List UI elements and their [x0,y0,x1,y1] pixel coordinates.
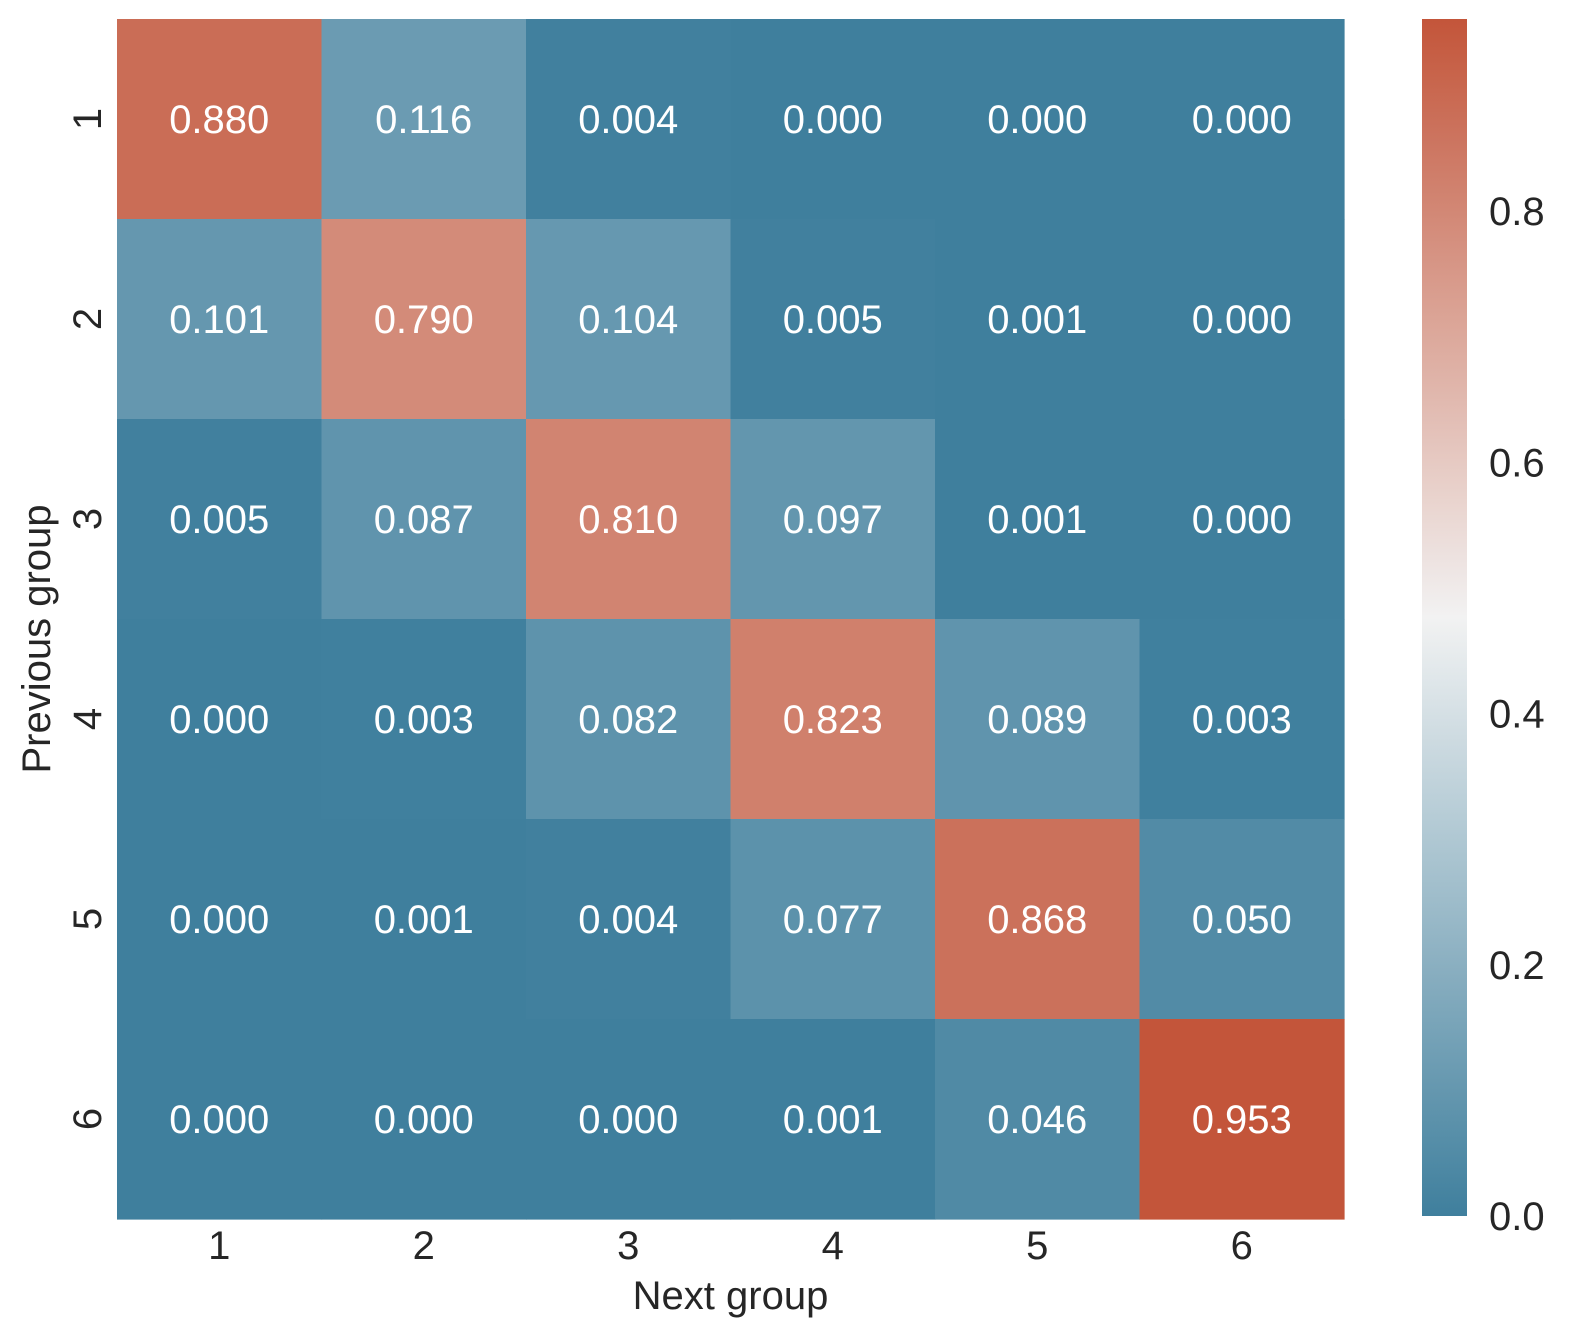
cell-value-label: 0.104 [578,298,678,342]
colorbar-tick-label: 0.8 [1489,190,1545,234]
cell-value-label: 0.000 [1192,498,1292,542]
cell-value-label: 0.004 [578,98,678,142]
x-tick-label: 4 [822,1224,844,1268]
heatmap-cell-r6-c4 [730,1019,936,1220]
y-tick-label: 5 [66,908,110,930]
heatmap-cell-r1-c1 [117,19,323,220]
cell-value-label: 0.000 [1192,98,1292,142]
x-axis-ticks: 1 2 3 4 5 6 [208,1224,1253,1268]
cell-value-label: 0.000 [987,98,1087,142]
cell-value-label: 0.000 [169,1098,269,1142]
heatmap-cell-r3-c3 [526,419,732,620]
cell-value-label: 0.953 [1192,1098,1292,1142]
cell-value-label: 0.810 [578,498,678,542]
cell-value-label: 0.001 [987,498,1087,542]
heatmap-cell-r2-c5 [935,219,1141,420]
heatmap-cell-r4-c2 [321,619,527,820]
heatmap-cell-r5-c6 [1139,819,1345,1020]
colorbar-tick-label: 0.4 [1489,693,1545,737]
heatmap-cell-r2-c1 [117,219,323,420]
heatmap-cell-r3-c2 [321,419,527,620]
heatmap-cell-r3-c6 [1139,419,1345,620]
x-tick-label: 6 [1231,1224,1253,1268]
heatmap-cell-r3-c1 [117,419,323,620]
cell-value-label: 0.050 [1192,898,1292,942]
heatmap-cell-r3-c4 [730,419,936,620]
heatmap-cell-r4-c3 [526,619,732,820]
cell-value-label: 0.001 [783,1098,883,1142]
heatmap-cell-r4-c6 [1139,619,1345,820]
y-tick-label: 2 [66,308,110,330]
heatmap-cell-r4-c1 [117,619,323,820]
heatmap-cell-r1-c2 [321,19,527,220]
cell-value-label: 0.790 [374,298,474,342]
x-tick-label: 3 [617,1224,639,1268]
cell-value-label: 0.004 [578,898,678,942]
cell-value-label: 0.001 [987,298,1087,342]
heatmap-cell-r1-c6 [1139,19,1345,220]
cell-value-label: 0.087 [374,498,474,542]
colorbar-ticks: 0.0 0.2 0.4 0.6 0.8 [1489,190,1545,1239]
heatmap-cell-r2-c4 [730,219,936,420]
heatmap-cell-r1-c4 [730,19,936,220]
y-tick-label: 6 [66,1108,110,1130]
heatmap-cell-r5-c5 [935,819,1141,1020]
heatmap-cell-r5-c1 [117,819,323,1020]
colorbar-tick-label: 0.6 [1489,441,1545,485]
x-tick-label: 5 [1026,1224,1048,1268]
cell-value-label: 0.000 [169,698,269,742]
cell-value-label: 0.097 [783,498,883,542]
heatmap-cell-r5-c2 [321,819,527,1020]
cell-value-label: 0.046 [987,1098,1087,1142]
cell-value-label: 0.082 [578,698,678,742]
cell-value-label: 0.868 [987,898,1087,942]
heatmap-cell-r6-c2 [321,1019,527,1220]
cell-value-label: 0.000 [169,898,269,942]
y-tick-label: 4 [66,708,110,730]
cell-value-label: 0.003 [374,698,474,742]
cell-value-label: 0.000 [1192,298,1292,342]
cell-value-label: 0.000 [578,1098,678,1142]
y-tick-label: 3 [66,508,110,530]
heatmap-cell-r4-c5 [935,619,1141,820]
cell-value-label: 0.005 [783,298,883,342]
cell-value-label: 0.077 [783,898,883,942]
heatmap-cell-r5-c4 [730,819,936,1020]
y-axis-ticks: 1 2 3 4 5 6 [66,108,110,1130]
heatmap-cell-r6-c1 [117,1019,323,1220]
heatmap-cell-r1-c5 [935,19,1141,220]
heatmap-cell-r2-c6 [1139,219,1345,420]
heatmap-cell-r4-c4 [730,619,936,820]
cell-value-label: 0.089 [987,698,1087,742]
y-tick-label: 1 [66,108,110,130]
cell-value-label: 0.823 [783,698,883,742]
heatmap-cell-r5-c3 [526,819,732,1020]
x-axis-label: Next group [633,1274,829,1318]
heatmap-cell-r1-c3 [526,19,732,220]
colorbar-tick-label: 0.0 [1489,1195,1545,1239]
x-tick-label: 1 [208,1224,230,1268]
cell-value-label: 0.005 [169,498,269,542]
heatmap-cell-r3-c5 [935,419,1141,620]
heatmap-cell-r2-c3 [526,219,732,420]
heatmap-cell-r6-c5 [935,1019,1141,1220]
heatmap-cell-r6-c3 [526,1019,732,1220]
cell-value-label: 0.101 [169,298,269,342]
heatmap-cell-r2-c2 [321,219,527,420]
cell-value-label: 0.000 [783,98,883,142]
heatmap-cells: 0.880 0.116 0.004 0.000 0.000 0.000 0.101 0.790… [117,19,1345,1220]
x-tick-label: 2 [413,1224,435,1268]
cell-value-label: 0.880 [169,98,269,142]
cell-value-label: 0.116 [375,98,472,142]
heatmap-cell-r6-c6 [1139,1019,1345,1220]
cell-value-label: 0.000 [374,1098,474,1142]
colorbar [1422,19,1467,1216]
cell-value-label: 0.003 [1192,698,1292,742]
colorbar-tick-label: 0.2 [1489,944,1545,988]
y-axis-label: Previous group [15,504,59,773]
cell-value-label: 0.001 [374,898,474,942]
